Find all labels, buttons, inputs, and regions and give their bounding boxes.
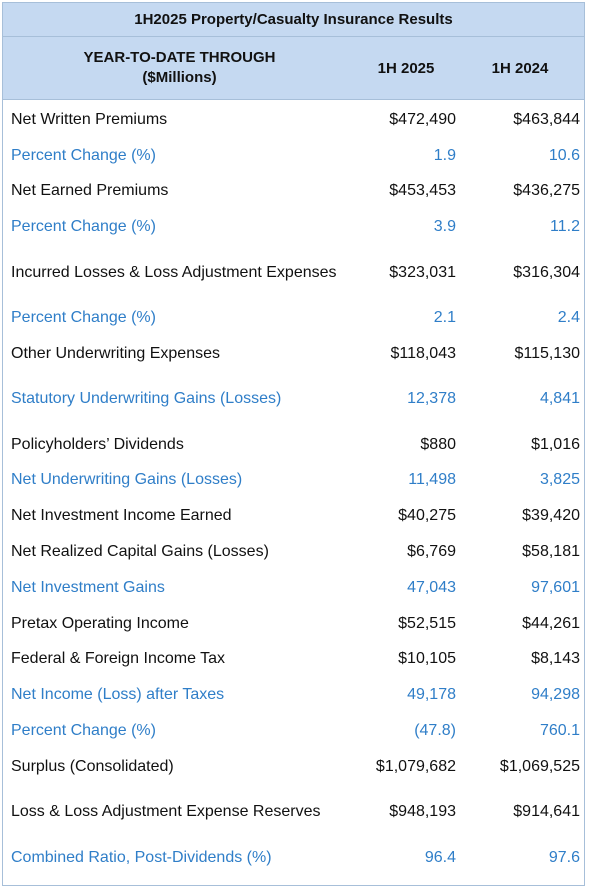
value-2024: $914,641	[513, 803, 580, 821]
row-label: Net Written Premiums	[11, 110, 168, 128]
value-2024: 760.1	[539, 722, 580, 740]
value-2025: $323,031	[389, 263, 456, 281]
table-row: Federal & Foreign Income Tax $10,105 $8,14…	[3, 642, 584, 678]
value-2024: $115,130	[514, 344, 580, 362]
table-row: Net Earned Premiums $453,453 $436,275	[3, 174, 584, 210]
table-row: Incurred Losses & Loss Adjustment Expens…	[3, 245, 584, 300]
value-2025: 1.9	[433, 146, 456, 164]
table-row: Net Underwriting Gains (Losses) 11,498 3,8…	[3, 463, 584, 499]
table-row: Loss & Loss Adjustment Expense Reserves $…	[3, 785, 584, 840]
row-label: Percent Change (%)	[11, 218, 156, 236]
row-label: Statutory Underwriting Gains (Losses)	[11, 390, 282, 408]
table-row: Net Income (Loss) after Taxes 49,178 94,29…	[3, 677, 584, 713]
value-2025: 11,498	[408, 471, 456, 489]
value-2024: $58,181	[522, 543, 580, 561]
row-label: Percent Change (%)	[11, 146, 156, 164]
value-2025: $453,453	[389, 182, 456, 200]
table-row: Percent Change (%) 1.9 10.6	[3, 138, 584, 174]
value-2025: 49,178	[407, 686, 456, 704]
value-2025: $880	[420, 435, 456, 453]
table-row: Surplus (Consolidated) $1,079,682 $1,069,5…	[3, 749, 584, 785]
table-row: Net Investment Income Earned $40,275 $39,4…	[3, 498, 584, 534]
table-row: Net Investment Gains 47,043 97,601	[3, 570, 584, 606]
value-2025: 96.4	[424, 848, 456, 866]
value-2024: 3,825	[539, 471, 580, 489]
row-label: Combined Ratio, Post-Dividends (%)	[11, 848, 272, 866]
row-label: Net Investment Income Earned	[11, 507, 232, 525]
row-label: Federal & Foreign Income Tax	[11, 650, 226, 668]
header-label-line1: YEAR-TO-DATE THROUGH	[83, 49, 276, 66]
table-row: Combined Ratio, Post-Dividends (%) 96.4 97…	[3, 840, 584, 876]
value-2025: $52,515	[398, 614, 456, 632]
row-label: Net Investment Gains	[11, 578, 165, 596]
value-2025: 47,043	[407, 578, 456, 596]
table-row: Other Underwriting Expenses $118,043 $115,…	[3, 336, 584, 372]
value-2024: $1,016	[531, 435, 580, 453]
value-2025: $10,105	[398, 650, 456, 668]
row-label: Incurred Losses & Loss Adjustment Expens…	[11, 263, 337, 281]
row-label: Percent Change (%)	[11, 309, 156, 327]
row-label: Net Earned Premiums	[11, 182, 169, 200]
table-row: Policyholders’ Dividends $880 $1,016	[3, 427, 584, 463]
value-2024: $1,069,525	[499, 757, 580, 775]
table-row: Percent Change (%) 2.1 2.4	[3, 300, 584, 336]
value-2024: $8,143	[531, 650, 580, 668]
row-label: Net Realized Capital Gains (Losses)	[11, 543, 269, 561]
header-label: YEAR-TO-DATE THROUGH ($Millions)	[3, 37, 356, 99]
row-label: Other Underwriting Expenses	[11, 344, 220, 362]
value-2024: $316,304	[513, 263, 580, 281]
value-2025: $1,079,682	[375, 757, 456, 775]
row-label: Pretax Operating Income	[11, 614, 189, 632]
table-body: Net Written Premiums $472,490 $463,844 Perc…	[3, 102, 584, 876]
value-2025: $948,193	[389, 803, 456, 821]
value-2024: 10.6	[548, 146, 580, 164]
row-label: Policyholders’ Dividends	[11, 435, 184, 453]
header-col-2024: 1H 2024	[491, 59, 549, 77]
table-title: 1H2025 Property/Casualty Insurance Resul…	[3, 3, 584, 37]
value-2024: $463,844	[513, 110, 580, 128]
value-2024: 11.2	[550, 218, 580, 236]
value-2024: $39,420	[522, 507, 580, 525]
table-row: Statutory Underwriting Gains (Losses) 12,…	[3, 372, 584, 427]
table-row: Net Written Premiums $472,490 $463,844	[3, 102, 584, 138]
value-2024: $436,275	[513, 182, 580, 200]
value-2024: 94,298	[531, 686, 580, 704]
value-2024: 2.4	[557, 309, 580, 327]
table-row: Percent Change (%) 3.9 11.2	[3, 209, 584, 245]
row-label: Net Underwriting Gains (Losses)	[11, 471, 243, 489]
table-header: YEAR-TO-DATE THROUGH ($Millions) 1H 2025…	[3, 37, 584, 100]
value-2025: 3.9	[433, 218, 456, 236]
value-2025: $118,043	[390, 344, 456, 362]
value-2025: $40,275	[398, 507, 456, 525]
header-label-line2: ($Millions)	[142, 69, 217, 86]
row-label: Percent Change (%)	[11, 722, 156, 740]
value-2024: 4,841	[539, 390, 580, 408]
value-2025: 12,378	[407, 390, 456, 408]
table-row: Pretax Operating Income $52,515 $44,261	[3, 606, 584, 642]
value-2024: 97.6	[548, 848, 580, 866]
value-2025: $472,490	[389, 110, 456, 128]
table-row: Net Realized Capital Gains (Losses) $6,76…	[3, 534, 584, 570]
value-2025: $6,769	[407, 543, 456, 561]
value-2025: (47.8)	[414, 722, 456, 740]
value-2024: 97,601	[531, 578, 580, 596]
row-label: Loss & Loss Adjustment Expense Reserves	[11, 803, 321, 821]
value-2025: 2.1	[433, 309, 456, 327]
row-label: Surplus (Consolidated)	[11, 757, 174, 775]
value-2024: $44,261	[522, 614, 580, 632]
table-row: Percent Change (%) (47.8) 760.1	[3, 713, 584, 749]
row-label: Net Income (Loss) after Taxes	[11, 686, 225, 704]
header-col-2025: 1H 2025	[377, 59, 435, 77]
